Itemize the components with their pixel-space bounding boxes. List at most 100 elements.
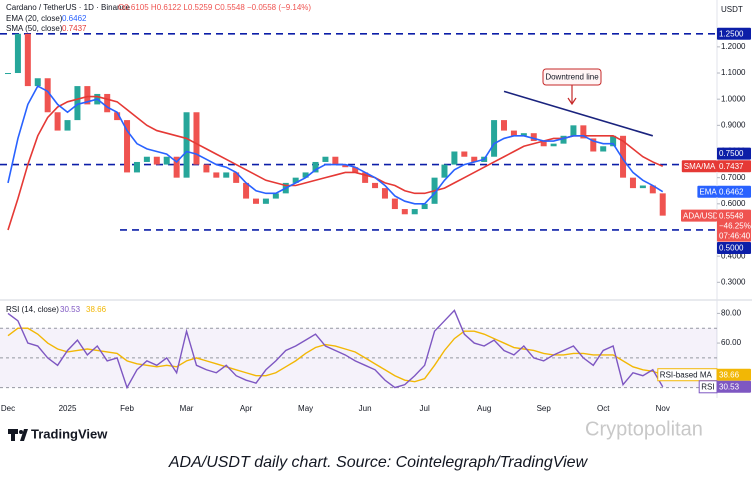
symbol: Cardano / TetherUS · 1D · Binance: [6, 3, 130, 12]
series-value-badge: [717, 160, 751, 173]
y-tick-label: 0.4000: [721, 251, 746, 260]
ma-line: [7, 85, 664, 205]
rsi-legend-value: 30.53: [60, 305, 81, 314]
brand: TradingView: [31, 426, 108, 441]
candle: [104, 93, 111, 113]
candle: [391, 198, 398, 210]
x-tick-label: 2025: [59, 404, 77, 413]
series-value-badge-text: 0.6462: [719, 187, 744, 196]
candle: [491, 120, 498, 157]
candle: [590, 138, 597, 152]
candle: [451, 151, 458, 165]
level-badge-text: 0.5000: [719, 244, 744, 253]
rsi-value-badge: [717, 368, 751, 381]
brand-logo: [8, 429, 28, 441]
candle: [262, 198, 269, 204]
currency: USDT: [721, 5, 743, 14]
candle: [253, 198, 259, 204]
price-name-badge-text: ADA/USDT: [683, 211, 724, 220]
candle: [461, 151, 468, 157]
candle: [649, 185, 656, 194]
ohlc: O0.6105 H0.6122 L0.5259 C0.5548 −0.0558 …: [118, 3, 311, 12]
x-tick-label: Sep: [537, 404, 552, 413]
level-badge-text: 1.2500: [719, 29, 744, 38]
candle: [44, 78, 51, 113]
candle: [64, 120, 71, 131]
candle: [411, 209, 418, 215]
series-name-badge: [681, 160, 717, 173]
price-name-badge: [681, 209, 717, 222]
x-tick-label: Mar: [180, 404, 194, 413]
candle: [540, 141, 547, 147]
candle: [124, 120, 131, 173]
x-tick-label: Dec: [1, 404, 15, 413]
candle: [322, 156, 329, 162]
candle: [471, 156, 478, 162]
price-last_label: 0.5548: [719, 211, 744, 220]
rsi-value-badge: [717, 380, 751, 393]
candle: [173, 156, 180, 178]
annotation: Downtrend line: [545, 73, 599, 82]
candle: [153, 156, 160, 165]
candle: [570, 125, 577, 136]
candle: [381, 188, 388, 199]
candle: [183, 112, 190, 178]
candle: [659, 193, 666, 216]
sma-legend-value: 0.7437: [62, 24, 87, 33]
rsi-line: [7, 309, 664, 390]
candle: [213, 172, 220, 178]
price-change: −46.25%: [719, 221, 751, 230]
candle: [352, 167, 359, 173]
candle: [203, 164, 210, 173]
rsi-ma-legend-value: 38.66: [86, 305, 107, 314]
rsi-value-badge-text: 30.53: [719, 382, 740, 391]
annotation-arrow: [567, 85, 577, 106]
candle: [332, 156, 339, 165]
candle: [312, 161, 319, 173]
candle: [550, 143, 557, 147]
series-value-badge-text: 0.7437: [719, 162, 744, 171]
candle: [233, 172, 240, 183]
candle: [421, 203, 428, 210]
y-tick-label: 1.1000: [721, 68, 746, 77]
ema-legend-value: 0.6462: [62, 14, 87, 23]
y-tick-label: 0.7000: [721, 173, 746, 182]
candle: [530, 133, 537, 142]
rsi-value-badge-text: 38.66: [719, 370, 740, 379]
candle: [5, 73, 11, 75]
candle: [580, 125, 587, 139]
y-tick-label: 1.2000: [721, 42, 746, 51]
candle: [362, 172, 369, 183]
ma-line: [7, 95, 664, 231]
watermark: Cryptopolitan: [585, 418, 703, 440]
price-badge: [717, 209, 751, 242]
candle: [54, 112, 61, 131]
level-badge-text: 0.7500: [719, 149, 744, 158]
candle: [342, 164, 349, 168]
x-tick-label: Nov: [656, 404, 670, 413]
candle: [24, 33, 31, 87]
candle: [501, 120, 507, 131]
candle: [74, 86, 81, 121]
rsi-tick-label: 60.00: [721, 338, 742, 347]
x-tick-label: Jul: [420, 404, 430, 413]
level-badge: [717, 147, 751, 160]
y-tick-label: 1.0000: [721, 94, 746, 103]
ema-legend: EMA (20, close): [6, 14, 63, 23]
price-countdown: 07:46:40: [719, 231, 751, 240]
rsi-band: [0, 328, 717, 388]
candle: [620, 135, 627, 178]
caption: ADA/USDT daily chart. Source: Cointelegr…: [168, 454, 589, 471]
x-tick-label: Oct: [597, 404, 610, 413]
candle: [163, 156, 170, 165]
trendline: [503, 90, 654, 137]
candle: [610, 135, 617, 147]
x-tick-label: Jun: [359, 404, 372, 413]
rsi-name: RSI: [701, 382, 714, 391]
sma-legend: SMA (50, close): [6, 24, 63, 33]
series-name-badge-text: SMA/MA: [684, 162, 716, 171]
candle: [114, 112, 121, 121]
candle: [600, 146, 607, 152]
level-badge: [717, 241, 751, 254]
